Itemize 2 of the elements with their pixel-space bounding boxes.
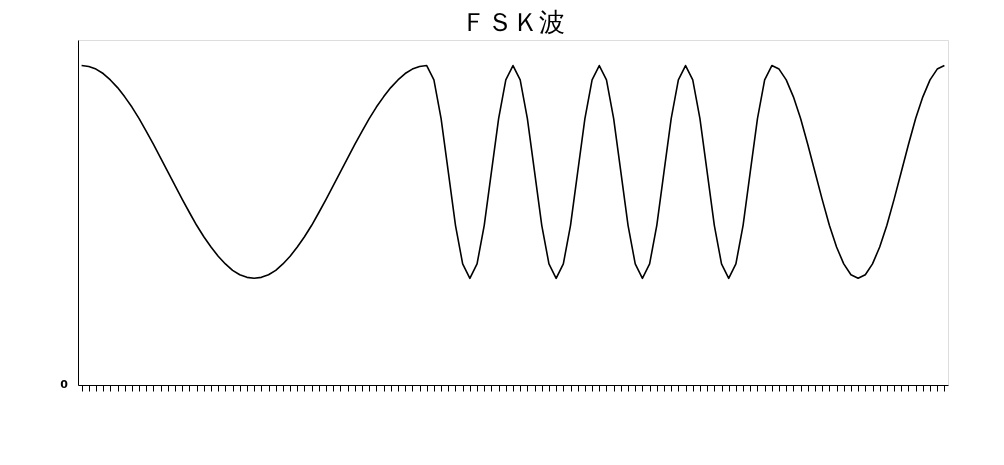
chart-title: ＦＳＫ波	[461, 8, 565, 37]
text: 0	[60, 378, 69, 391]
